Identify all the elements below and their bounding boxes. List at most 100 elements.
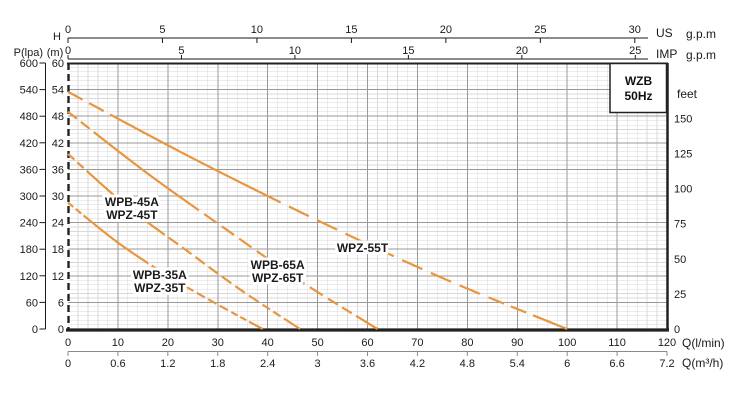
m3h-tick-label: 3.6	[360, 358, 375, 370]
model-legend-frame	[609, 62, 668, 114]
pressure-tick-label: 120	[20, 271, 38, 283]
imp-gpm-tick-label: 15	[402, 45, 414, 57]
plot-border	[66, 62, 669, 332]
head-axis-unit: (m)	[47, 47, 64, 59]
curve-label-wpz-55t: WPZ-55T	[337, 241, 389, 255]
feet-tick-label: 150	[674, 113, 692, 125]
pressure-tick-label: 360	[20, 164, 38, 176]
us-gpm-axis-name: US	[656, 26, 673, 40]
feet-tick-label: 100	[674, 184, 692, 196]
m3h-tick-label: 6.6	[609, 358, 624, 370]
model-legend-box: WZB 50Hz	[609, 62, 668, 114]
imp-gpm-tick-label: 10	[289, 45, 301, 57]
curve-wpb-35a-wpz-35t	[67, 201, 264, 330]
m3h-tick-label: 0	[65, 358, 71, 370]
m3h-tick-label: 0.6	[110, 358, 125, 370]
us-gpm-tick-label: 10	[251, 24, 263, 36]
pressure-tick-label: 600	[20, 58, 38, 70]
curve-wpz-55t	[67, 90, 568, 331]
pressure-tick-label: 180	[20, 244, 38, 256]
m3h-tick-label: 1.2	[160, 358, 175, 370]
pressure-tick-label: 240	[20, 218, 38, 230]
head-tick-label: 18	[52, 244, 64, 256]
curve-label-wpb-35a-wpz-35t: WPB-35A	[133, 268, 187, 282]
m3h-tick-label: 4.8	[460, 358, 475, 370]
curve-label-wpb-65a-wpz-65t: WPZ-65T	[252, 271, 304, 285]
pressure-tick-label: 420	[20, 138, 38, 150]
curve-wpb-45a-wpz-45t	[67, 153, 301, 330]
lmin-tick-label: 90	[511, 337, 523, 349]
lmin-tick-label: 30	[212, 337, 224, 349]
imp-gpm-tick-label: 5	[178, 45, 184, 57]
pressure-tick-label: 480	[20, 111, 38, 123]
lmin-tick-label: 60	[361, 337, 373, 349]
grid-lines	[68, 63, 667, 329]
head-tick-label: 48	[52, 111, 64, 123]
curve-wpb-65a-wpz-65t	[67, 110, 379, 330]
lmin-tick-label: 10	[112, 337, 124, 349]
m3h-tick-label: 2.4	[260, 358, 275, 370]
pressure-axis-label: P(lpa)	[14, 47, 43, 59]
lmin-tick-label: 40	[262, 337, 274, 349]
lmin-tick-label: 20	[162, 337, 174, 349]
us-gpm-tick-label: 20	[440, 24, 452, 36]
head-axis-letter: H	[53, 31, 61, 43]
head-tick-label: 54	[52, 85, 64, 97]
lmin-tick-label: 80	[461, 337, 473, 349]
feet-tick-label: 0	[674, 324, 680, 336]
lmin-tick-label: 0	[65, 337, 71, 349]
pressure-tick-label: 540	[20, 85, 38, 97]
lmin-tick-label: 70	[411, 337, 423, 349]
m3h-tick-label: 4.2	[410, 358, 425, 370]
imp-gpm-tick-label: 0	[65, 45, 71, 57]
head-tick-label: 36	[52, 164, 64, 176]
imp-gpm-axis-unit: g.p.m	[686, 48, 716, 62]
m3h-tick-label: 7.2	[659, 358, 674, 370]
pressure-tick-label: 0	[32, 324, 38, 336]
head-tick-label: 30	[52, 191, 64, 203]
m3h-tick-label: 3	[315, 358, 321, 370]
head-tick-label: 24	[52, 218, 64, 230]
head-tick-label: 12	[52, 271, 64, 283]
lmin-axis-name: Q(l/min)	[682, 336, 725, 350]
feet-tick-label: 25	[674, 289, 686, 301]
feet-axis-name: feet	[677, 87, 698, 101]
us-gpm-tick-label: 15	[345, 24, 357, 36]
us-gpm-axis-unit: g.p.m	[686, 27, 716, 41]
pump-curves	[67, 90, 568, 331]
curve-label-wpb-65a-wpz-65t: WPB-65A	[251, 258, 305, 272]
imp-gpm-tick-label: 20	[516, 45, 528, 57]
m3h-tick-label: 1.8	[210, 358, 225, 370]
curve-label-wpb-45a-wpz-45t: WPB-45A	[105, 195, 159, 209]
head-tick-label: 0	[58, 324, 64, 336]
curve-label-wpb-35a-wpz-35t: WPZ-35T	[134, 281, 186, 295]
m3h-tick-label: 6	[564, 358, 570, 370]
head-tick-label: 6	[58, 297, 64, 309]
m3h-axis-name: Q(m³/h)	[682, 356, 723, 370]
us-gpm-tick-label: 25	[534, 24, 546, 36]
model-legend-line2: 50Hz	[624, 89, 652, 103]
pressure-tick-label: 60	[26, 297, 38, 309]
lmin-tick-label: 110	[608, 337, 626, 349]
head-tick-label: 60	[52, 58, 64, 70]
lmin-tick-label: 100	[558, 337, 576, 349]
lmin-tick-label: 50	[311, 337, 323, 349]
pressure-tick-label: 300	[20, 191, 38, 203]
imp-gpm-axis-name: IMP	[656, 47, 677, 61]
model-legend-line1: WZB	[625, 74, 653, 88]
curve-label-wpb-45a-wpz-45t: WPZ-45T	[106, 208, 158, 222]
us-gpm-tick-label: 0	[65, 24, 71, 36]
lmin-tick-label: 120	[658, 337, 676, 349]
feet-tick-label: 75	[674, 219, 686, 231]
feet-tick-label: 50	[674, 254, 686, 266]
head-tick-label: 42	[52, 138, 64, 150]
imp-gpm-tick-label: 25	[629, 45, 641, 57]
us-gpm-tick-label: 5	[159, 24, 165, 36]
us-gpm-tick-label: 30	[629, 24, 641, 36]
m3h-tick-label: 5.4	[510, 358, 525, 370]
feet-tick-label: 125	[674, 148, 692, 160]
